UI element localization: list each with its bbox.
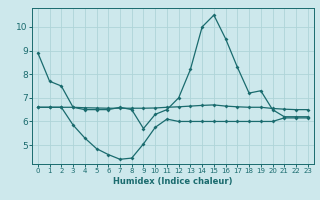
X-axis label: Humidex (Indice chaleur): Humidex (Indice chaleur): [113, 177, 233, 186]
